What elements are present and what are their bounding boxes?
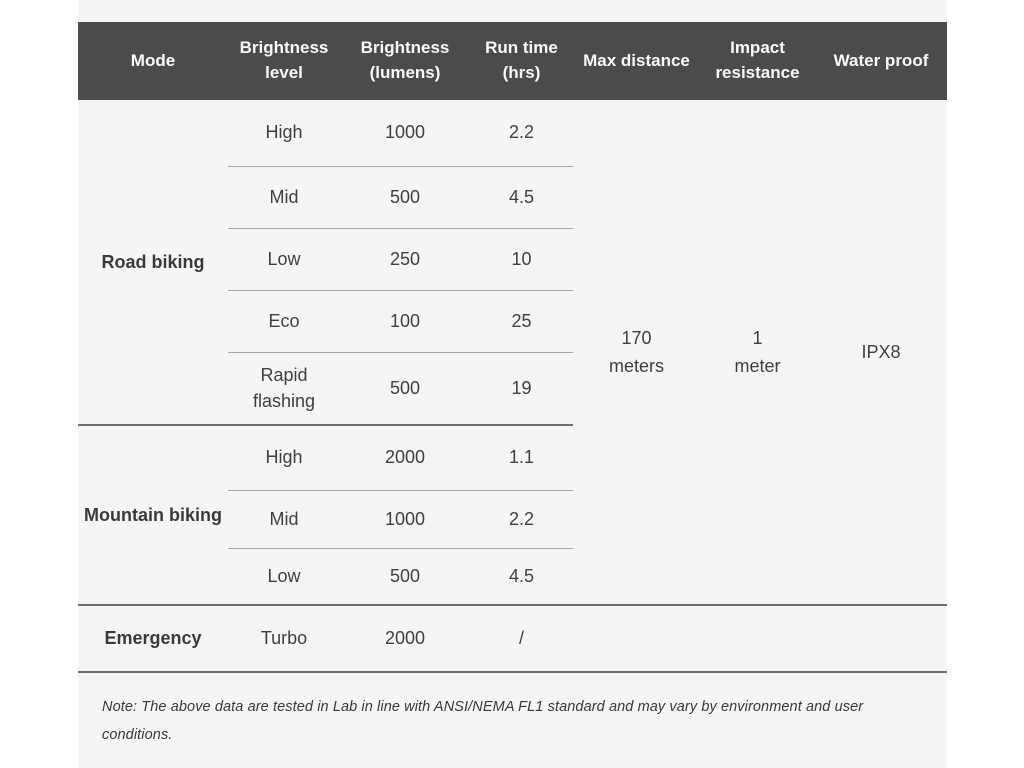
merged-cell-impact-resistance: 1 meter — [700, 100, 815, 606]
cell-runtime: 2.2 — [470, 100, 573, 167]
cell-runtime: 10 — [470, 228, 573, 291]
cell-level: High — [228, 100, 340, 167]
cell-lumens: 2000 — [340, 425, 470, 491]
table-row: Road biking High 1000 2.2 170 meters 1 m… — [78, 100, 947, 606]
cell-level: High — [228, 425, 340, 491]
column-header-run-time: Run time (hrs) — [470, 22, 573, 100]
max-distance-unit: meters — [608, 356, 664, 376]
water-proof-value: IPX8 — [861, 342, 901, 362]
mode-cell-emergency: Emergency — [78, 605, 228, 673]
mode-cell-road-biking: Road biking — [78, 100, 228, 426]
column-header-max-distance: Max distance — [573, 22, 700, 100]
cell-level: Low — [228, 548, 340, 606]
cell-level: Turbo — [228, 605, 340, 673]
table-body: Road biking High 1000 2.2 170 meters 1 m… — [78, 100, 947, 673]
cell-lumens: 250 — [340, 228, 470, 291]
spec-table-panel: Mode Brightness level Brightness (lumens… — [78, 0, 947, 768]
impact-resistance-unit: meter — [734, 356, 781, 376]
cell-lumens: 500 — [340, 548, 470, 606]
table-row: Mid 1000 2.2 — [78, 490, 947, 549]
merged-cell-water-proof: IPX8 — [815, 100, 947, 606]
cell-lumens: 100 — [340, 290, 470, 353]
table-row: Rapid flashing 500 19 — [78, 352, 947, 426]
max-distance-value: 170 — [621, 328, 652, 348]
cell-lumens: 1000 — [340, 100, 470, 167]
column-header-brightness-level: Brightness level — [228, 22, 340, 100]
cell-runtime: 1.1 — [470, 425, 573, 491]
table-row: Low 500 4.5 — [78, 548, 947, 606]
cell-lumens: 1000 — [340, 490, 470, 549]
cell-lumens: 2000 — [340, 605, 470, 673]
table-row: Emergency Turbo 2000 / — [78, 605, 947, 673]
footnote: Note: The above data are tested in Lab i… — [102, 699, 864, 744]
mode-cell-mountain-biking: Mountain biking — [78, 425, 228, 606]
cell-lumens: 500 — [340, 166, 470, 229]
cell-level: Eco — [228, 290, 340, 353]
table-row: Eco 100 25 — [78, 290, 947, 353]
cell-level: Low — [228, 228, 340, 291]
table-row: Mid 500 4.5 — [78, 166, 947, 229]
column-header-water-proof: Water proof — [815, 22, 947, 100]
cell-runtime: 2.2 — [470, 490, 573, 549]
impact-resistance-value: 1 — [752, 328, 763, 348]
cell-runtime: 4.5 — [470, 548, 573, 606]
header-row: Mode Brightness level Brightness (lumens… — [78, 22, 947, 100]
spec-table: Mode Brightness level Brightness (lumens… — [78, 22, 947, 673]
empty-merged-cell — [573, 605, 947, 673]
table-header: Mode Brightness level Brightness (lumens… — [78, 22, 947, 100]
table-row: Mountain biking High 2000 1.1 — [78, 425, 947, 606]
cell-level: Mid — [228, 166, 340, 229]
cell-runtime: 25 — [470, 290, 573, 353]
cell-runtime: 4.5 — [470, 166, 573, 229]
cell-lumens: 500 — [340, 352, 470, 426]
column-header-impact-resistance: Impact resistance — [700, 22, 815, 100]
column-header-mode: Mode — [78, 22, 228, 100]
column-header-brightness-lumens: Brightness (lumens) — [340, 22, 470, 100]
cell-level: Mid — [228, 490, 340, 549]
cell-runtime: 19 — [470, 352, 573, 426]
cell-runtime: / — [470, 605, 573, 673]
cell-level: Rapid flashing — [228, 352, 340, 426]
table-row: Low 250 10 — [78, 228, 947, 291]
merged-cell-max-distance: 170 meters — [573, 100, 700, 606]
